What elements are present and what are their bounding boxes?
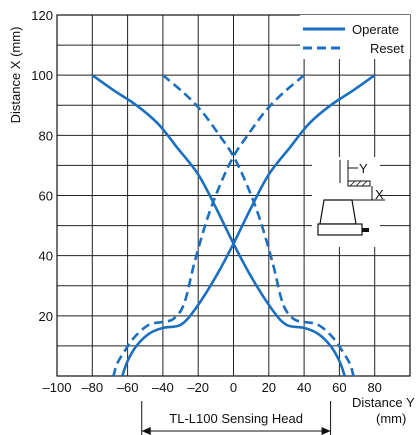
- inset-sensor-body: [319, 199, 357, 225]
- legend: Operate Reset: [300, 15, 410, 59]
- y-axis-label: Distance X (mm): [8, 27, 23, 124]
- inset-target-hatch-2: [355, 180, 362, 187]
- sensing-head-dimension: TL-L100 Sensing Head: [141, 401, 332, 435]
- plot-frame: [56, 14, 411, 377]
- y-tick-label: 100: [31, 68, 53, 83]
- series-reset-left-branch: [112, 74, 305, 377]
- sensing-head-arrowhead-left: [141, 427, 151, 435]
- y-tick-label: 80: [39, 128, 53, 143]
- x-axis-label-line2: (mm): [376, 411, 406, 426]
- x-tick-label: 60: [332, 380, 346, 395]
- x-tick-label: 80: [367, 380, 381, 395]
- inset-target-hatch-1: [349, 180, 356, 187]
- series-operate-right-branch: [91, 74, 346, 377]
- x-tick-label: –100: [43, 380, 72, 395]
- y-tick-label: 40: [39, 249, 53, 264]
- x-axis-label-line1: Distance Y: [352, 395, 415, 410]
- inset-target-hatch-3: [361, 180, 368, 187]
- y-tick-label: 60: [39, 189, 53, 204]
- x-tick-label: –20: [187, 380, 209, 395]
- series-lines: [91, 74, 376, 377]
- legend-label-operate: Operate: [352, 22, 399, 37]
- inset-label-x: X: [375, 187, 384, 202]
- plot-border: [56, 14, 411, 377]
- sensing-head-label: TL-L100 Sensing Head: [169, 411, 303, 426]
- legend-background: [300, 15, 410, 59]
- x-tick-label: 40: [297, 380, 311, 395]
- y-tick-label: 20: [39, 309, 53, 324]
- x-tick-label: –40: [152, 380, 174, 395]
- sensing-head-inset: Y X: [312, 157, 385, 247]
- x-tick-label: 20: [262, 380, 276, 395]
- y-tick-label: 120: [31, 8, 53, 23]
- x-tick-label: –60: [117, 380, 139, 395]
- sensing-head-arrowhead-right: [321, 427, 331, 435]
- series-reset-right-branch: [162, 74, 355, 377]
- series-operate-left-branch: [121, 74, 376, 377]
- inset-cable: [362, 228, 369, 232]
- inset-sensor-base: [317, 223, 363, 236]
- tick-labels: –100 –80 –60 –40 –20 0 20 40 60 80 20 40 60 80 100 120: [31, 8, 382, 395]
- x-tick-label: –80: [81, 380, 103, 395]
- legend-label-reset: Reset: [370, 41, 404, 56]
- x-tick-label: 0: [230, 380, 237, 395]
- inset-label-y: Y: [359, 161, 368, 176]
